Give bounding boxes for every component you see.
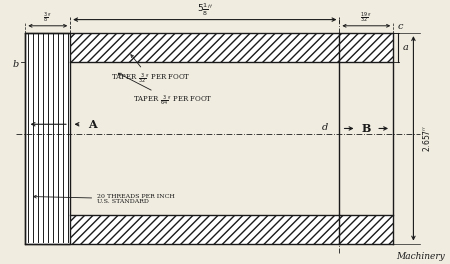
Text: Machinery: Machinery <box>396 252 445 261</box>
Text: a: a <box>403 43 409 52</box>
Text: $\frac{19}{32}^{\prime\prime}$: $\frac{19}{32}^{\prime\prime}$ <box>360 10 372 25</box>
Bar <box>339 33 393 62</box>
Bar <box>70 33 339 62</box>
Text: A: A <box>88 119 97 130</box>
Bar <box>25 33 70 243</box>
Text: $\frac{3}{8}^{\prime\prime}$: $\frac{3}{8}^{\prime\prime}$ <box>44 10 52 25</box>
Text: b: b <box>13 60 18 69</box>
Text: c: c <box>398 22 403 31</box>
Text: $5\frac{1}{8}^{\prime\prime}$: $5\frac{1}{8}^{\prime\prime}$ <box>197 1 213 18</box>
Bar <box>339 215 393 243</box>
Text: TAPER $\frac{3}{64}^{\prime\prime}$ PER FOOT: TAPER $\frac{3}{64}^{\prime\prime}$ PER … <box>118 73 212 108</box>
Text: TAPER $\frac{3}{32}^{\prime\prime}$ PER FOOT: TAPER $\frac{3}{32}^{\prime\prime}$ PER … <box>111 55 190 86</box>
Text: 20 THREADS PER INCH
U.S. STANDARD: 20 THREADS PER INCH U.S. STANDARD <box>34 194 175 204</box>
Text: $2.657^{\prime\prime}$: $2.657^{\prime\prime}$ <box>422 125 432 152</box>
Text: B: B <box>362 123 371 134</box>
Bar <box>70 215 339 243</box>
Text: d: d <box>322 123 328 132</box>
Bar <box>70 62 339 215</box>
